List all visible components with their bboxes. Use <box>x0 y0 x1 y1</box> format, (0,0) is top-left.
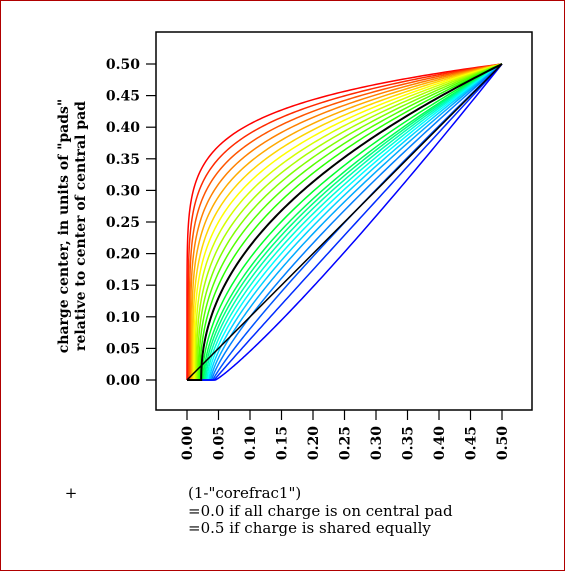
curve-24 <box>187 63 503 381</box>
curve-11 <box>187 63 503 381</box>
x-tick-label: 0.45 <box>464 426 480 460</box>
y-tick-label: 0.15 <box>106 278 140 294</box>
curve-6 <box>187 63 503 381</box>
x-tick-label: 0.20 <box>306 426 322 460</box>
x-tick-label: 0.50 <box>495 426 511 460</box>
curve-15 <box>187 63 503 381</box>
y-tick-label: 0.50 <box>106 57 140 73</box>
x-tick-label: 0.00 <box>180 426 196 460</box>
x-axis-title-line-2: =0.0 if all charge is on central pad <box>188 502 453 520</box>
curve-10 <box>187 63 503 381</box>
x-tick-label: 0.15 <box>275 426 291 460</box>
curve-4 <box>187 63 503 381</box>
y-axis-title-line-1: charge center, in units of "pads" <box>56 99 72 353</box>
curve-1 <box>186 63 503 381</box>
x-tick-label: 0.05 <box>212 426 228 460</box>
y-axis-title: charge center, in units of "pads" relati… <box>56 99 89 353</box>
y-tick-label: 0.20 <box>106 247 140 263</box>
x-tick-label: 0.25 <box>338 426 354 460</box>
y-tick-label: 0.45 <box>106 89 140 105</box>
y-tick-label: 0.10 <box>106 310 140 326</box>
curve-22 <box>187 63 503 381</box>
curve-9 <box>187 63 503 381</box>
curve-23 <box>187 63 503 381</box>
curve-25 <box>187 63 503 381</box>
curve-17 <box>187 63 503 381</box>
x-axis-title-line-3: =0.5 if charge is shared equally <box>188 519 431 537</box>
curve-21 <box>187 63 503 381</box>
x-tick-label: 0.35 <box>401 426 417 460</box>
y-tick-label: 0.00 <box>106 373 140 389</box>
x-tick-label: 0.30 <box>369 426 385 460</box>
curve-16 <box>187 63 503 381</box>
curve-14 <box>187 63 503 381</box>
y-tick-label: 0.35 <box>106 152 140 168</box>
y-axis-ticks: 0.00 0.05 0.10 0.15 0.20 0.25 0.30 0.35 0.40 0.45… <box>106 57 156 389</box>
curve-3 <box>187 63 503 381</box>
curve-5 <box>187 63 503 381</box>
x-axis-title-line-1: (1-"corefrac1") <box>188 484 301 502</box>
y-tick-label: 0.30 <box>106 183 140 199</box>
x-tick-label: 0.10 <box>243 426 259 460</box>
x-axis-ticks: 0.00 0.05 0.10 0.15 0.20 0.25 0.30 0.35 0.40 0.45… <box>180 410 511 460</box>
diagonal-reference-line <box>186 63 503 381</box>
curve-7 <box>187 63 503 381</box>
curve-2 <box>187 63 503 381</box>
curve-20 <box>187 63 503 381</box>
x-tick-label: 0.40 <box>432 426 448 460</box>
curve-12 <box>187 63 503 381</box>
y-axis-title-line-2: relative to center of central pad <box>73 101 89 351</box>
curve-19 <box>187 63 503 381</box>
y-tick-label: 0.05 <box>106 341 140 357</box>
y-tick-label: 0.40 <box>106 120 140 136</box>
highlighted-curve <box>187 63 503 381</box>
footnote-marker: + <box>65 484 78 502</box>
y-tick-label: 0.25 <box>106 215 140 231</box>
curve-family <box>186 63 503 381</box>
curve-8 <box>187 63 503 381</box>
